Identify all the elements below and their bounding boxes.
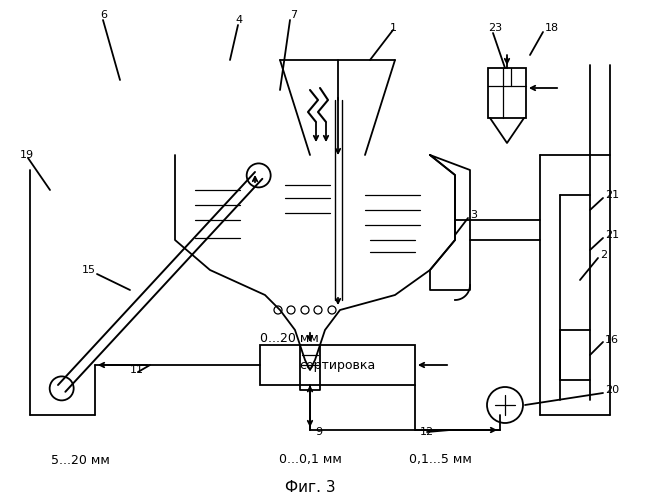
Text: 0,1...5 мм: 0,1...5 мм [408, 454, 471, 466]
Text: Фиг. 3: Фиг. 3 [285, 480, 336, 494]
Text: 6: 6 [100, 10, 107, 20]
Text: 15: 15 [82, 265, 96, 275]
Bar [260, 345, 415, 385]
Bar [488, 68, 526, 118]
Text: 11: 11 [130, 365, 144, 375]
Text: 3: 3 [470, 210, 477, 220]
Text: 1: 1 [390, 23, 397, 33]
Text: 9: 9 [315, 427, 322, 437]
Text: 2: 2 [600, 250, 607, 260]
Text: 12: 12 [420, 427, 434, 437]
Text: 5...20 мм: 5...20 мм [50, 454, 109, 466]
Text: 0...0,1 мм: 0...0,1 мм [279, 454, 342, 466]
Text: 21: 21 [605, 230, 619, 240]
Text: 0...20 мм: 0...20 мм [260, 332, 319, 344]
Text: 4: 4 [235, 15, 242, 25]
Text: 21: 21 [605, 190, 619, 200]
Text: 23: 23 [488, 23, 502, 33]
Text: 7: 7 [290, 10, 297, 20]
Text: 19: 19 [20, 150, 34, 160]
Text: 16: 16 [605, 335, 619, 345]
Text: 18: 18 [545, 23, 559, 33]
Text: 20: 20 [605, 385, 619, 395]
Text: сортировка: сортировка [299, 358, 375, 372]
